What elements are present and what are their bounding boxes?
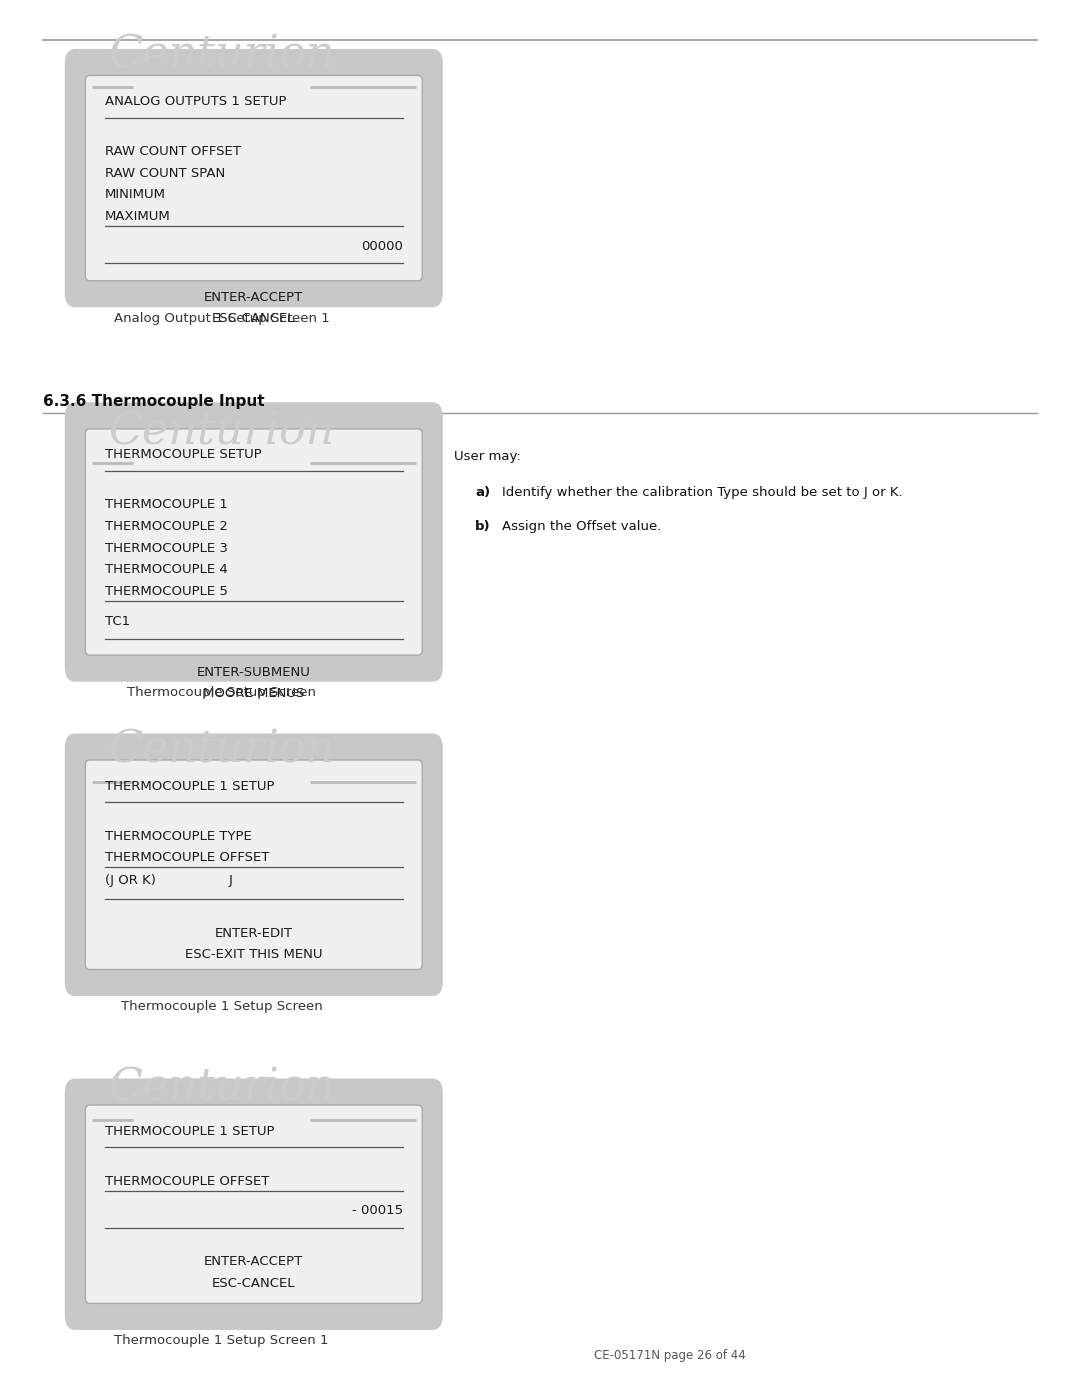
Text: ENTER-SUBMENU: ENTER-SUBMENU xyxy=(197,666,311,679)
FancyBboxPatch shape xyxy=(65,402,443,682)
Text: ENTER-EDIT: ENTER-EDIT xyxy=(215,926,293,940)
Text: THERMOCOUPLE OFFSET: THERMOCOUPLE OFFSET xyxy=(105,1175,269,1187)
Text: Identify whether the calibration Type should be set to J or K.: Identify whether the calibration Type sh… xyxy=(502,486,903,499)
Text: Centurion: Centurion xyxy=(108,411,335,453)
Text: THERMOCOUPLE 1 SETUP: THERMOCOUPLE 1 SETUP xyxy=(105,780,274,792)
Text: Centurion: Centurion xyxy=(108,34,335,77)
Text: THERMOCOUPLE 1: THERMOCOUPLE 1 xyxy=(105,499,228,511)
Text: Assign the Offset value.: Assign the Offset value. xyxy=(502,520,662,532)
Text: ENTER-ACCEPT: ENTER-ACCEPT xyxy=(204,1256,303,1268)
Text: 6.3.6 Thermocouple Input: 6.3.6 Thermocouple Input xyxy=(43,394,265,408)
Text: THERMOCOUPLE 2: THERMOCOUPLE 2 xyxy=(105,520,228,534)
Text: ESC-CANCEL: ESC-CANCEL xyxy=(212,313,296,326)
Text: ANALOG OUTPUTS 1 SETUP: ANALOG OUTPUTS 1 SETUP xyxy=(105,95,286,108)
Text: RAW COUNT OFFSET: RAW COUNT OFFSET xyxy=(105,145,241,158)
Text: CE-05171N page 26 of 44: CE-05171N page 26 of 44 xyxy=(594,1350,745,1362)
Text: MAXIMUM: MAXIMUM xyxy=(105,210,171,224)
Text: ENTER-ACCEPT: ENTER-ACCEPT xyxy=(204,291,303,303)
FancyBboxPatch shape xyxy=(65,1078,443,1330)
FancyBboxPatch shape xyxy=(65,733,443,996)
Text: THERMOCOUPLE SETUP: THERMOCOUPLE SETUP xyxy=(105,448,261,461)
Text: Thermocouple 1 Setup Screen 1: Thermocouple 1 Setup Screen 1 xyxy=(114,1334,328,1347)
Text: User may:: User may: xyxy=(454,450,521,462)
Text: J: J xyxy=(229,875,233,887)
FancyBboxPatch shape xyxy=(65,49,443,307)
Text: THERMOCOUPLE 1 SETUP: THERMOCOUPLE 1 SETUP xyxy=(105,1125,274,1137)
Text: ESC-EXIT THIS MENU: ESC-EXIT THIS MENU xyxy=(185,949,323,961)
Text: ESC-CANCEL: ESC-CANCEL xyxy=(212,1277,296,1289)
Text: Analog Output 1 Setup Screen 1: Analog Output 1 Setup Screen 1 xyxy=(113,312,329,324)
Text: TC1: TC1 xyxy=(105,615,130,627)
Text: - 00015: - 00015 xyxy=(352,1204,403,1217)
Text: THERMOCOUPLE TYPE: THERMOCOUPLE TYPE xyxy=(105,830,252,842)
Text: Thermocouple 1 Setup Screen: Thermocouple 1 Setup Screen xyxy=(121,1000,322,1013)
Text: (J OR K): (J OR K) xyxy=(105,875,156,887)
Text: 00000: 00000 xyxy=(361,240,403,253)
Text: MOORE MENUS: MOORE MENUS xyxy=(203,687,305,700)
Text: b): b) xyxy=(475,520,490,532)
Text: THERMOCOUPLE 5: THERMOCOUPLE 5 xyxy=(105,585,228,598)
Text: MINIMUM: MINIMUM xyxy=(105,189,165,201)
Text: THERMOCOUPLE OFFSET: THERMOCOUPLE OFFSET xyxy=(105,851,269,865)
FancyBboxPatch shape xyxy=(85,429,422,655)
FancyBboxPatch shape xyxy=(85,75,422,281)
Text: THERMOCOUPLE 3: THERMOCOUPLE 3 xyxy=(105,542,228,555)
Text: Thermocouple Setup Screen: Thermocouple Setup Screen xyxy=(126,686,315,698)
Text: Centurion: Centurion xyxy=(108,729,335,771)
Text: RAW COUNT SPAN: RAW COUNT SPAN xyxy=(105,166,225,180)
Text: THERMOCOUPLE 4: THERMOCOUPLE 4 xyxy=(105,563,228,577)
Text: a): a) xyxy=(475,486,490,499)
FancyBboxPatch shape xyxy=(85,1105,422,1303)
Text: Centurion: Centurion xyxy=(108,1067,335,1109)
FancyBboxPatch shape xyxy=(85,760,422,970)
